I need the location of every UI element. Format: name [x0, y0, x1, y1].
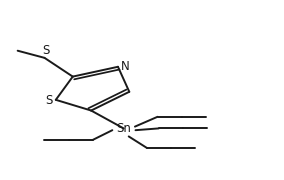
Text: S: S: [42, 44, 50, 57]
Text: S: S: [45, 94, 53, 107]
Text: N: N: [121, 60, 130, 73]
Text: Sn: Sn: [116, 122, 131, 135]
